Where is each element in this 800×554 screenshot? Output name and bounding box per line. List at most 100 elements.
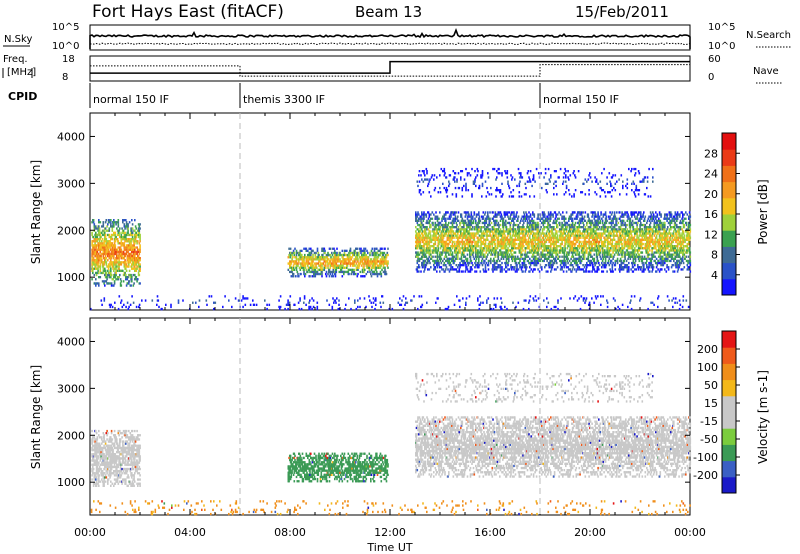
echo-cell: [106, 276, 108, 279]
echo-cell: [335, 270, 338, 274]
echo-cell: [438, 242, 440, 246]
echo-cell: [110, 282, 113, 285]
echo-cell: [370, 249, 373, 252]
nsearch-tick-bottom: 10^0: [708, 41, 735, 52]
echo-cell: [319, 264, 322, 267]
echo-cell: [477, 223, 479, 227]
echo-cell: [457, 219, 460, 222]
echo-cell: [477, 221, 479, 225]
echo-cell: [565, 261, 567, 265]
echo-cell: [558, 238, 560, 241]
echo-cell: [105, 273, 108, 277]
echo-cell: [432, 228, 434, 231]
echo-cell: [583, 234, 585, 237]
echo-cell: [439, 238, 441, 241]
echo-cell: [588, 251, 590, 254]
echo-cell: [424, 238, 426, 241]
echo-cell: [528, 247, 530, 250]
echo-cell: [102, 223, 105, 226]
echo-cell: [459, 247, 461, 250]
echo-cell: [436, 238, 439, 241]
echo-cell: [288, 253, 290, 257]
echo-cell: [446, 247, 449, 250]
echo-cell: [128, 252, 130, 256]
echo-cell: [562, 232, 564, 235]
echo-cell: [469, 242, 471, 246]
echo-cell: [327, 251, 329, 255]
echo-cell: [592, 236, 594, 239]
echo-cell: [481, 251, 484, 254]
echo-cell: [336, 253, 338, 257]
echo-cell: [418, 257, 420, 260]
echo-cell: [107, 244, 110, 247]
echo-cell: [574, 232, 577, 235]
echo-cell: [113, 257, 115, 260]
echo-cell: [484, 255, 487, 258]
echo-cell: [343, 253, 346, 257]
echo-cell: [519, 226, 521, 229]
echo-cell: [468, 232, 470, 235]
echo-cell: [481, 240, 483, 244]
echo-cell: [534, 221, 536, 225]
echo-cell: [470, 236, 473, 239]
echo-cell: [490, 259, 492, 263]
echo-cell: [352, 264, 355, 267]
echo-cell: [134, 233, 136, 237]
echo-cell: [361, 264, 363, 267]
echo-cell: [511, 253, 514, 256]
echo-cell: [556, 219, 558, 222]
echo-cell: [424, 266, 427, 269]
echo-cell: [597, 213, 599, 216]
echo-cell: [487, 230, 489, 233]
echo-cell: [473, 211, 476, 214]
echo-cell: [363, 256, 365, 259]
echo-cell: [561, 255, 563, 258]
echo-cell: [310, 251, 313, 255]
echo-cell: [507, 228, 509, 231]
echo-cell: [418, 264, 420, 267]
echo-cell: [475, 257, 478, 260]
echo-cell: [97, 229, 99, 232]
echo-cell: [517, 226, 519, 229]
echo-cell: [433, 247, 435, 250]
echo-cell: [575, 264, 578, 267]
echo-cell: [504, 234, 506, 237]
echo-cell: [125, 250, 128, 253]
echo-cell: [498, 226, 500, 229]
echo-cell: [532, 221, 535, 225]
echo-cell: [325, 270, 328, 274]
echo-cell: [309, 275, 311, 278]
echo-cell: [530, 240, 533, 244]
echo-cell: [554, 234, 557, 237]
echo-cell: [574, 251, 576, 254]
echo-cell: [453, 261, 455, 265]
echo-cell: [493, 234, 495, 237]
echo-cell: [98, 242, 100, 245]
echo-cell: [134, 246, 137, 249]
echo-cell: [421, 232, 424, 235]
echo-cell: [568, 245, 571, 248]
echo-cell: [604, 249, 606, 252]
echo-cell: [137, 235, 140, 239]
echo-cell: [501, 270, 503, 273]
nave-tick-bottom: 0: [708, 72, 714, 83]
echo-cell: [459, 240, 461, 244]
echo-cell: [361, 258, 363, 261]
echo-cell: [567, 266, 569, 269]
echo-cell: [308, 268, 311, 271]
echo-cell: [117, 231, 120, 234]
echo-cell: [512, 230, 515, 233]
echo-cell: [434, 266, 437, 269]
echo-cell: [496, 219, 498, 222]
echo-cell: [464, 261, 467, 265]
echo-cell: [380, 264, 383, 267]
echo-cell: [119, 231, 121, 234]
echo-cell: [588, 238, 590, 241]
echo-cell: [570, 215, 572, 218]
echo-cell: [119, 248, 121, 251]
echo-cell: [578, 247, 581, 250]
echo-cell: [497, 255, 500, 258]
echo-cell: [569, 230, 572, 233]
echo-cell: [361, 260, 364, 263]
echo-cell: [540, 257, 542, 260]
